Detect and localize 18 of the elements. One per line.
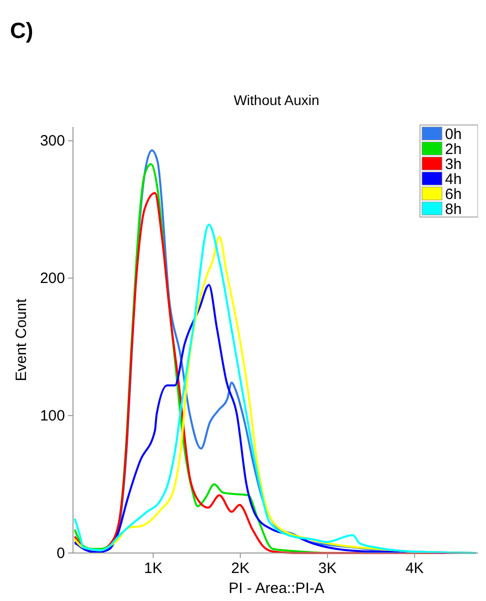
chart-title: Without Auxin [234, 92, 320, 108]
legend-label: 4h [445, 171, 462, 188]
legend-label: 3h [445, 156, 462, 173]
y-tick-label: 100 [40, 408, 65, 425]
x-tick-label: 3K [318, 560, 337, 577]
legend-label: 6h [445, 186, 462, 203]
legend-label: 0h [445, 126, 462, 143]
x-tick-label: 1K [144, 560, 162, 577]
y-tick-label: 200 [40, 270, 65, 288]
x-tick-label: 2K [231, 560, 250, 577]
y-axis-title: Event Count [13, 298, 30, 382]
legend-label: 8h [445, 201, 462, 218]
y-tick-label: 0 [56, 545, 65, 562]
legend-label: 2h [445, 141, 462, 158]
x-tick-label: 4K [405, 560, 424, 577]
y-tick-label: 300 [40, 132, 65, 150]
text: C) [10, 18, 34, 43]
x-axis-title: PI - Area::PI-A [228, 580, 324, 597]
